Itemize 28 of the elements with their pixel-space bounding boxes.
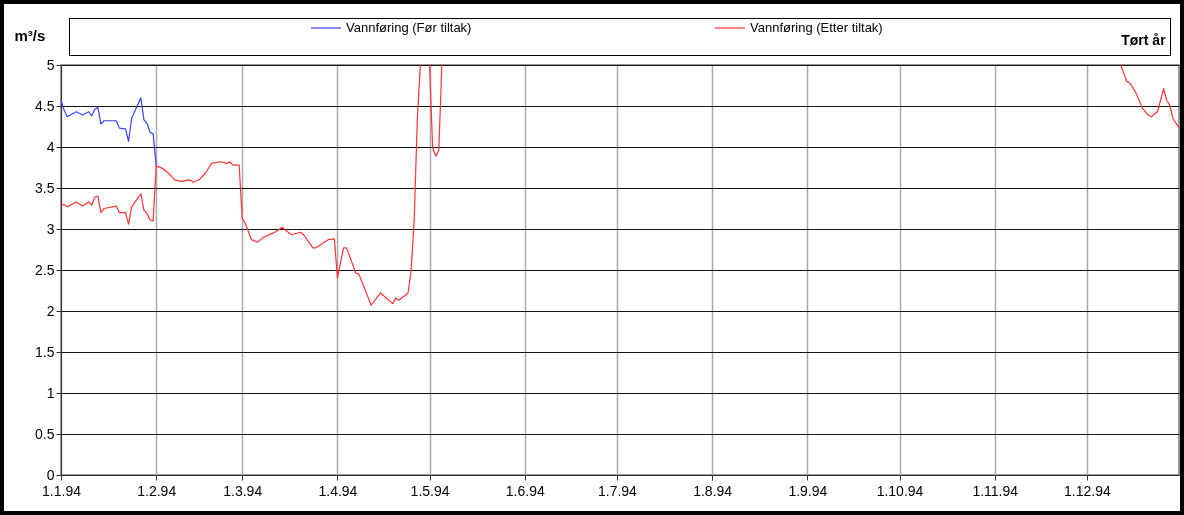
y-tick-label: 4.5 bbox=[35, 97, 55, 114]
x-tick-label: 1.3.94 bbox=[223, 482, 263, 499]
y-tick-label: 2 bbox=[46, 302, 55, 319]
y-tick-label: 4 bbox=[46, 138, 55, 155]
y-tick-label: 1.5 bbox=[35, 343, 55, 360]
y-tick-label: 3 bbox=[46, 220, 55, 237]
y-tick-label: 1 bbox=[46, 384, 55, 401]
legend-label: Vannføring (Etter tiltak) bbox=[750, 20, 883, 35]
x-tick-label: 1.9.94 bbox=[788, 482, 828, 499]
y-tick-label: 0.5 bbox=[35, 425, 55, 442]
x-tick-label: 1.2.94 bbox=[137, 482, 177, 499]
x-tick-label: 1.1.94 bbox=[42, 482, 82, 499]
line-series bbox=[60, 97, 157, 167]
chart-title: Tørt år bbox=[1121, 32, 1167, 48]
x-tick-label: 1.5.94 bbox=[410, 482, 450, 499]
x-tick-label: 1.8.94 bbox=[693, 482, 733, 499]
y-tick-label: 0 bbox=[46, 466, 55, 483]
x-tick-label: 1.7.94 bbox=[597, 482, 638, 499]
legend-label: Vannføring (Før tiltak) bbox=[346, 20, 472, 35]
y-axis-title: m³/s bbox=[14, 26, 46, 44]
x-tick-label: 1.11.94 bbox=[972, 482, 1019, 499]
x-tick-label: 1.12.94 bbox=[1064, 482, 1111, 499]
x-tick-label: 1.10.94 bbox=[876, 482, 924, 499]
x-tick-label: 1.6.94 bbox=[505, 482, 545, 499]
x-tick-label: 1.4.94 bbox=[318, 482, 358, 499]
y-tick-label: 5 bbox=[46, 56, 55, 73]
y-tick-label: 2.5 bbox=[35, 261, 55, 278]
y-tick-label: 3.5 bbox=[35, 179, 55, 196]
